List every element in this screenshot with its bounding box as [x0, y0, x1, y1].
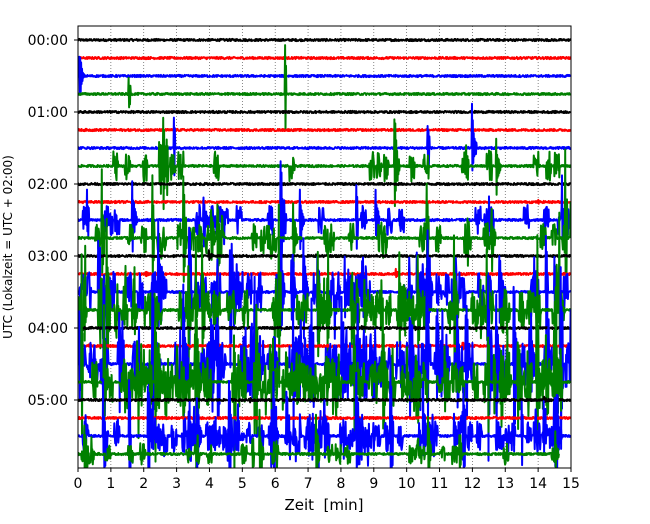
x-tick-label: 7 [304, 476, 313, 492]
x-tick-label: 11 [431, 476, 449, 492]
x-tick-label: 9 [369, 476, 378, 492]
x-tick-label: 1 [106, 476, 115, 492]
trace-0000 [78, 37, 571, 43]
trace-0030 [78, 55, 571, 96]
y-tick-label: 03:00 [28, 249, 68, 265]
y-tick-label: 04:00 [28, 321, 68, 337]
x-tick-label: 0 [74, 476, 83, 492]
x-tick-label: 6 [271, 476, 280, 492]
trace-0015 [78, 55, 571, 61]
x-tick-label: 15 [562, 476, 580, 492]
trace-0245 [78, 148, 571, 291]
x-tick-label: 12 [463, 476, 481, 492]
x-tick-label: 2 [139, 476, 148, 492]
y-tick-label: 00:00 [28, 33, 68, 49]
trace-0445 [78, 234, 571, 468]
x-tick-label: 13 [496, 476, 514, 492]
x-tick-label: 3 [172, 476, 181, 492]
x-tick-label: 5 [238, 476, 247, 492]
trace-0100 [78, 109, 571, 115]
x-axis: 0 1 2 3 4 5 6 7 8 9 10 11 12 13 14 15 [74, 468, 580, 492]
x-tick-label: 8 [336, 476, 345, 492]
y-tick-label: 05:00 [28, 393, 68, 409]
y-axis-label: UTC (Lokalzeit = UTC + 02:00) [1, 155, 15, 339]
y-axis: 00:00 01:00 02:00 03:00 04:00 05:00 [28, 33, 78, 409]
x-tick-label: 4 [205, 476, 214, 492]
traces [78, 37, 571, 468]
y-tick-label: 02:00 [28, 177, 68, 193]
trace-0530 [78, 356, 571, 468]
y-tick-label: 01:00 [28, 105, 68, 121]
x-tick-label: 14 [529, 476, 547, 492]
x-axis-label: Zeit [min] [284, 496, 363, 514]
trace-0045 [78, 44, 571, 132]
trace-0115 [78, 127, 571, 133]
trace-0545 [78, 408, 560, 468]
trace-0145 [78, 116, 571, 211]
trace-0300 [78, 249, 571, 261]
plot-frame [77, 25, 572, 469]
trace-0200 [78, 181, 571, 187]
x-tick-label: 10 [398, 476, 416, 492]
